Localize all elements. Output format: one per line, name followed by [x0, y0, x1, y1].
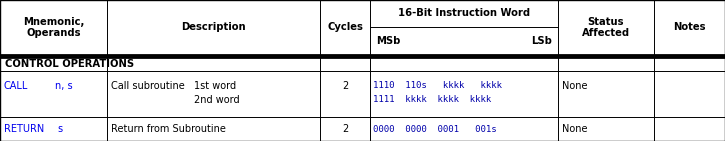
Text: 2nd word: 2nd word — [194, 94, 240, 104]
Text: Status
Affected: Status Affected — [582, 17, 630, 38]
Text: LSb: LSb — [531, 36, 552, 46]
Text: 2: 2 — [342, 81, 348, 91]
Text: CONTROL OPERATIONS: CONTROL OPERATIONS — [5, 59, 134, 69]
Text: 0000  0000  0001   001s: 0000 0000 0001 001s — [373, 125, 497, 134]
Text: 1110  110s   kkkk   kkkk: 1110 110s kkkk kkkk — [373, 81, 502, 90]
Text: None: None — [562, 81, 587, 91]
Text: 1111  kkkk  kkkk  kkkk: 1111 kkkk kkkk kkkk — [373, 95, 492, 104]
Text: Return from Subroutine: Return from Subroutine — [111, 124, 226, 134]
Text: Description: Description — [181, 23, 246, 32]
Text: Mnemonic,
Operands: Mnemonic, Operands — [22, 17, 84, 38]
Text: 2: 2 — [342, 124, 348, 134]
Text: RETURN: RETURN — [4, 124, 44, 134]
Text: CALL: CALL — [4, 81, 28, 91]
Text: 16-Bit Instruction Word: 16-Bit Instruction Word — [398, 8, 530, 18]
Text: Call subroutine: Call subroutine — [111, 81, 185, 91]
Text: 1st word: 1st word — [194, 81, 236, 91]
Text: MSb: MSb — [376, 36, 400, 46]
Text: None: None — [562, 124, 587, 134]
Text: Cycles: Cycles — [327, 23, 363, 32]
Text: n, s: n, s — [55, 81, 72, 91]
Text: Notes: Notes — [674, 23, 705, 32]
Text: s: s — [57, 124, 62, 134]
